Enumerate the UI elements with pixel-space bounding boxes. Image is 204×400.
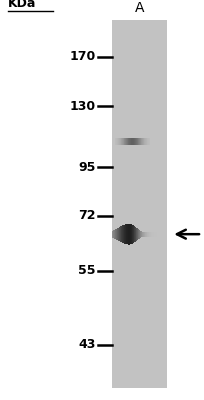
Bar [116, 229, 117, 240]
Bar [134, 226, 135, 242]
Bar [148, 232, 149, 237]
Text: A: A [135, 1, 144, 15]
Bar [159, 232, 160, 237]
Bar [127, 224, 128, 244]
Bar [137, 228, 138, 240]
Bar [141, 138, 142, 145]
Bar [113, 230, 114, 238]
Bar [123, 225, 124, 244]
Bar [128, 224, 129, 244]
Text: 72: 72 [78, 209, 95, 222]
Bar [147, 138, 148, 145]
Bar [119, 227, 120, 241]
Bar [124, 225, 125, 244]
Bar [121, 226, 122, 242]
Bar [120, 138, 121, 145]
Bar [153, 232, 154, 237]
Bar [118, 228, 119, 241]
Bar [144, 138, 145, 145]
Bar [129, 138, 130, 145]
Bar [141, 231, 142, 237]
Bar [122, 226, 123, 243]
Bar [147, 232, 148, 237]
Bar [142, 138, 143, 145]
Bar [138, 138, 139, 145]
Bar [126, 224, 127, 244]
Bar [131, 224, 132, 244]
Bar [149, 232, 150, 237]
Bar [115, 138, 116, 145]
Bar [136, 138, 137, 145]
Bar [144, 232, 145, 237]
Bar [137, 138, 138, 145]
Bar [133, 225, 134, 243]
Bar [132, 225, 133, 244]
Bar [154, 232, 155, 237]
Bar [125, 224, 126, 244]
Bar [146, 232, 147, 237]
Bar [112, 20, 167, 388]
Bar [139, 230, 140, 239]
Text: 170: 170 [69, 50, 95, 63]
Text: 43: 43 [78, 338, 95, 351]
Bar [115, 229, 116, 239]
Bar [145, 232, 146, 237]
Bar [135, 138, 136, 145]
Bar [135, 226, 136, 242]
Bar [123, 138, 124, 145]
Bar [122, 138, 123, 145]
Bar [150, 232, 151, 237]
Bar [145, 138, 146, 145]
Bar [149, 138, 150, 145]
Bar [117, 228, 118, 240]
Bar [126, 138, 127, 145]
Text: 55: 55 [78, 264, 95, 278]
Text: KDa: KDa [8, 0, 37, 10]
Bar [133, 138, 134, 145]
Bar [151, 232, 152, 237]
Bar [120, 226, 121, 242]
Bar [127, 138, 128, 145]
Bar [112, 231, 113, 238]
Bar [117, 138, 118, 145]
Bar [156, 232, 157, 237]
Bar [152, 232, 153, 237]
Bar [143, 138, 144, 145]
Bar [134, 138, 135, 145]
Bar [155, 232, 156, 237]
Bar [132, 138, 133, 145]
Bar [139, 138, 140, 145]
Bar [140, 138, 141, 145]
Bar [125, 138, 126, 145]
Bar [119, 138, 120, 145]
Bar [116, 138, 117, 145]
Bar [157, 232, 158, 237]
Bar [142, 232, 143, 237]
Bar [138, 229, 139, 240]
Bar [158, 232, 159, 237]
Bar [114, 230, 115, 238]
Bar [130, 138, 131, 145]
Bar [143, 232, 144, 237]
Bar [128, 138, 129, 145]
Bar [124, 138, 125, 145]
Bar [129, 224, 130, 244]
Bar [146, 138, 147, 145]
Bar [140, 230, 141, 238]
Bar [148, 138, 149, 145]
Bar [160, 232, 161, 237]
Bar [136, 228, 137, 241]
Text: 130: 130 [69, 100, 95, 113]
Bar [131, 138, 132, 145]
Bar [121, 138, 122, 145]
Text: 95: 95 [78, 161, 95, 174]
Bar [130, 224, 131, 244]
Bar [118, 138, 119, 145]
